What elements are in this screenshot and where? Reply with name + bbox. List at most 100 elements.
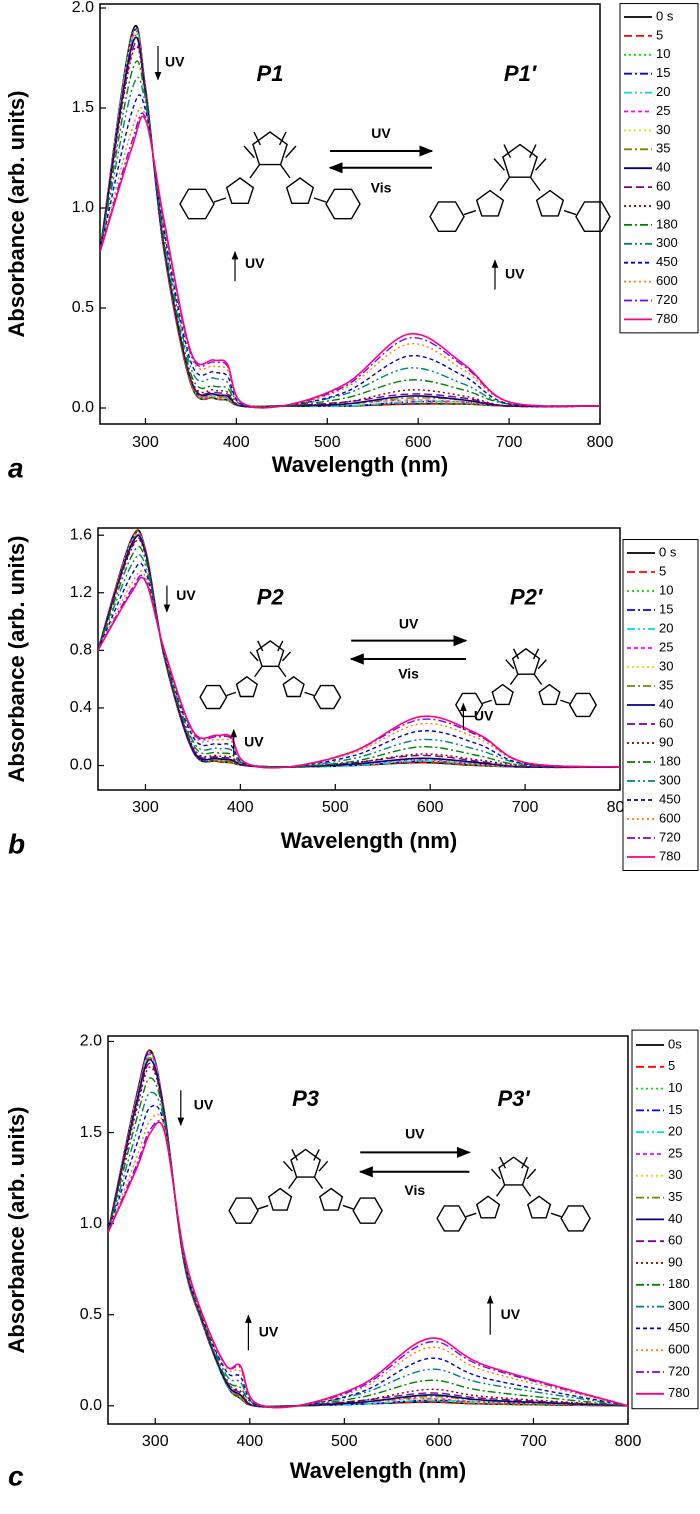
x-tick-label: 700: [496, 434, 523, 451]
structure-ring: [313, 684, 342, 710]
structure-bond: [499, 176, 511, 192]
structure-bond: [282, 1160, 293, 1172]
structure-ring: [568, 692, 598, 718]
increase-label: UV: [501, 1306, 521, 1322]
spectrum-line: [108, 1066, 628, 1408]
legend-label: 15: [668, 1102, 682, 1117]
x-tick-label: 700: [520, 1433, 547, 1450]
legend-label: 720: [656, 292, 678, 307]
structure-ring: [256, 640, 285, 667]
plot-frame: [97, 527, 621, 791]
structure-bond: [505, 659, 515, 670]
structure-ring: [199, 684, 228, 710]
backward-label: Vis: [371, 180, 392, 196]
legend-label: 300: [668, 1298, 690, 1313]
spectrum-line: [98, 553, 620, 769]
spectrum-line: [108, 1053, 628, 1408]
structure-bond: [253, 131, 262, 146]
structure-ring: [252, 131, 288, 166]
legend-label: 40: [659, 696, 673, 711]
legend-label: 300: [659, 772, 681, 787]
structure-bond: [528, 144, 537, 158]
structure-ring: [475, 189, 505, 217]
structure-ring: [318, 1187, 344, 1211]
y-tick-label: 2.0: [80, 1033, 102, 1050]
structure-ring: [526, 1195, 552, 1219]
structure-bond: [249, 163, 261, 179]
legend-label: 90: [656, 197, 670, 212]
legend-label: 450: [668, 1320, 690, 1335]
legend-label: 5: [659, 563, 666, 578]
structure-bond: [521, 1156, 528, 1169]
increase-label: UV: [244, 734, 264, 750]
spectrum-line: [100, 76, 600, 408]
plot-frame: [99, 3, 601, 425]
structure-bond: [243, 145, 255, 159]
spectrum-line: [98, 529, 620, 768]
legend-label: 60: [656, 179, 670, 194]
spectrum-line: [108, 1113, 628, 1408]
y-tick-label: 0.0: [80, 1397, 102, 1414]
legend-label: 180: [656, 216, 678, 231]
spectrum-line: [108, 1104, 628, 1409]
legend-label: 10: [659, 582, 673, 597]
x-tick-label: 400: [236, 1433, 263, 1450]
structure-bond: [281, 651, 292, 662]
structure-bond: [537, 659, 547, 670]
y-tick-label: 0.0: [70, 757, 92, 774]
legend-label: 10: [656, 46, 670, 61]
structure-bond: [499, 1156, 507, 1169]
structure-ring: [282, 675, 305, 698]
legend-label: 720: [659, 829, 681, 844]
compound-label: P1: [257, 61, 284, 86]
panel-letter: c: [8, 1460, 24, 1491]
legend-label: 0 s: [656, 8, 674, 23]
x-tick-label: 500: [331, 1433, 358, 1450]
decrease-label: UV: [194, 1097, 214, 1113]
structure-bond: [313, 1149, 320, 1161]
structure-ring: [491, 683, 514, 706]
structure-ring: [290, 1148, 322, 1178]
y-tick-label: 1.2: [70, 584, 92, 601]
legend-label: 90: [668, 1254, 682, 1269]
structure-bond: [342, 1204, 354, 1210]
spectrum-line: [108, 1057, 628, 1408]
spectrum-line: [108, 1120, 628, 1409]
spectrum-line: [100, 26, 600, 408]
structure-bond: [288, 1176, 298, 1189]
panel-letter: b: [8, 828, 25, 859]
structure-ring: [179, 188, 215, 220]
spectrum-line: [108, 1053, 628, 1408]
spectrum-line: [108, 1049, 628, 1408]
structure-bond: [496, 1183, 506, 1197]
structure-ring: [538, 683, 561, 706]
x-tick-label: 600: [417, 799, 444, 816]
spectrum-line: [98, 576, 620, 769]
spectrum-line: [98, 529, 620, 768]
legend-label: 40: [656, 160, 670, 175]
structure-ring: [325, 188, 361, 220]
x-tick-label: 300: [132, 799, 159, 816]
structure-bond: [560, 699, 570, 705]
spectrum-line: [98, 530, 620, 768]
legend-label: 780: [656, 311, 678, 326]
structure-bond: [482, 699, 492, 705]
spectrum-line: [98, 545, 620, 768]
structure-ring: [436, 1205, 467, 1232]
legend-label: 600: [668, 1342, 690, 1357]
structure-bond: [277, 665, 287, 678]
spectrum-line: [100, 112, 600, 409]
legend-label: 15: [659, 601, 673, 616]
structure-bond: [521, 1183, 532, 1197]
increase-label: UV: [505, 266, 525, 282]
structure-bond: [550, 1212, 562, 1218]
legend-label: 90: [659, 734, 673, 749]
structure-bond: [535, 158, 547, 171]
x-tick-label: 700: [512, 799, 539, 816]
structure-bond: [529, 176, 541, 192]
y-tick-label: 1.0: [72, 199, 94, 216]
structure-ring: [235, 675, 259, 698]
legend-label: 600: [656, 273, 678, 288]
structure-ring: [267, 1187, 293, 1211]
